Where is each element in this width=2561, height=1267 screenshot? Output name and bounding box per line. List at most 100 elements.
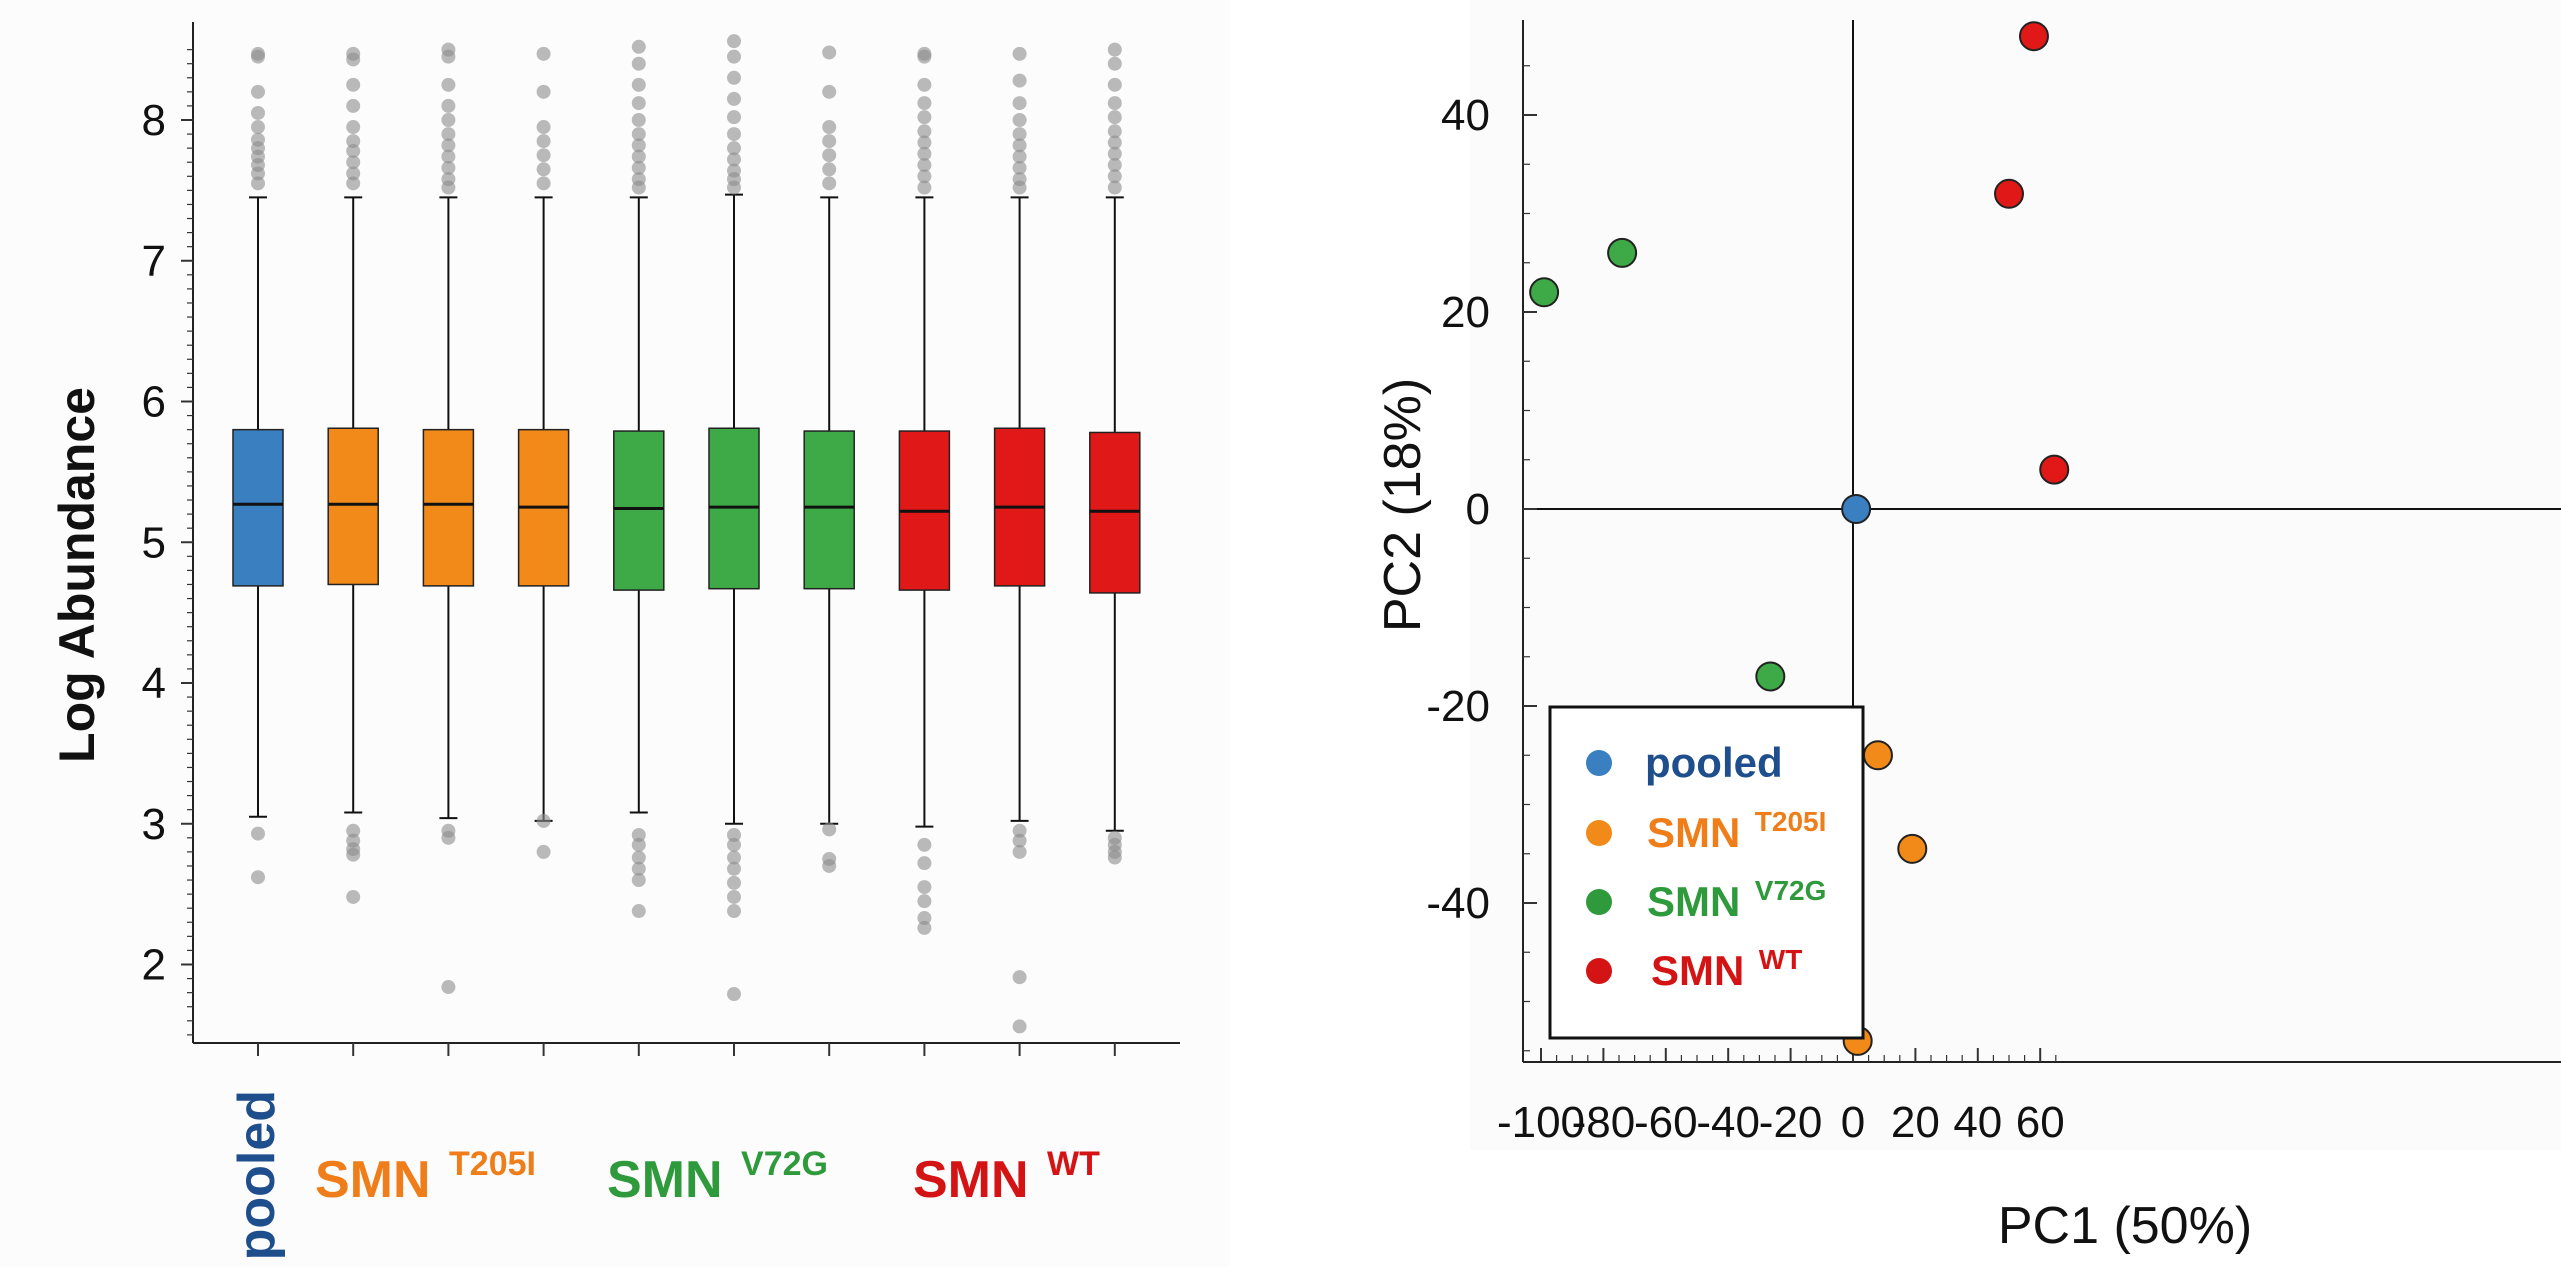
outlier-point <box>346 98 361 113</box>
legend-item-v72g: SMN V72G <box>1647 875 1826 925</box>
pca-point-wt <box>1994 178 2024 209</box>
outlier-point <box>251 826 265 841</box>
pca-point-pooled <box>1841 494 1872 524</box>
outlier-point <box>1107 146 1122 161</box>
outlier-point <box>346 120 361 135</box>
outlier-point <box>536 148 551 163</box>
outlier-point <box>822 148 837 163</box>
outlier-point <box>917 77 932 92</box>
outlier-point <box>631 160 646 175</box>
outlier-point <box>917 146 932 161</box>
box-y-tick-label: 8 <box>142 96 166 145</box>
legend-sup-wt: WT <box>1759 944 1803 975</box>
outlier-point <box>1012 172 1027 187</box>
legend-marker-pooled <box>1586 750 1612 776</box>
outlier-point <box>727 152 741 167</box>
legend-item-t205i: SMN T205I <box>1647 806 1826 856</box>
pca-x-tick-label: -80 <box>1572 1098 1636 1147</box>
outlier-point <box>441 113 456 127</box>
outlier-point <box>1107 56 1122 71</box>
outlier-point <box>822 822 837 837</box>
group-label-wt-name: SMN <box>913 1151 1029 1209</box>
group-label-wt: SMN WT <box>913 1145 1100 1209</box>
outlier-point <box>536 84 551 99</box>
outlier-point <box>251 105 265 120</box>
outlier-point <box>822 162 837 177</box>
outlier-point <box>251 84 265 99</box>
box-y-tick-label: 2 <box>142 941 166 990</box>
pca-y-axis-label: PC2 (18%) <box>1374 378 1432 632</box>
group-label-v72g: SMN V72G <box>607 1145 828 1209</box>
pca-point-v72g <box>1755 661 1786 692</box>
box-marks <box>232 34 1141 1034</box>
pca-point-v72g <box>1607 237 1638 268</box>
pca-x-tick-label: -20 <box>1759 1098 1823 1147</box>
outlier-point <box>631 873 646 888</box>
legend-label-v72g: SMN <box>1647 878 1740 925</box>
outlier-point <box>822 45 837 60</box>
outlier-point <box>917 880 932 895</box>
pca-point-t205i <box>1897 833 1928 864</box>
legend-label-t205i: SMN <box>1647 809 1740 856</box>
outlier-point <box>536 134 551 149</box>
outlier-point <box>441 77 456 92</box>
outlier-point <box>441 138 456 153</box>
box-x-ticks <box>257 1043 1116 1056</box>
outlier-point <box>536 844 551 859</box>
outlier-point <box>441 42 456 57</box>
outlier-point <box>727 904 741 919</box>
pca-point-wt <box>2018 21 2049 52</box>
box-v72g-6 <box>803 430 855 590</box>
outlier-point <box>727 70 741 85</box>
outlier-point <box>251 132 265 147</box>
outlier-point <box>346 134 361 149</box>
box-y-tick-label: 3 <box>142 800 166 849</box>
outlier-point <box>1107 850 1122 865</box>
outlier-point <box>917 911 932 926</box>
outlier-point <box>631 904 646 919</box>
pca-points <box>1529 21 2070 1056</box>
outlier-point <box>727 850 741 865</box>
outlier-point <box>1012 73 1027 88</box>
outlier-point <box>727 110 741 125</box>
outlier-point <box>1107 158 1122 173</box>
pca-x-axis-label: PC1 (50%) <box>1998 1197 2252 1255</box>
outlier-point <box>917 96 932 111</box>
pca-x-tick-label: -60 <box>1634 1098 1698 1147</box>
outlier-point <box>917 856 932 871</box>
legend-sup-v72g: V72G <box>1755 875 1827 906</box>
box-y-tick-label: 6 <box>142 378 166 427</box>
boxplot-panel-background <box>0 0 1230 1267</box>
outlier-point <box>1107 96 1122 111</box>
pca-legend: pooled SMN T205I SMN V72G SMN WT <box>1548 705 1865 1040</box>
outlier-point <box>631 138 646 153</box>
outlier-point <box>631 149 646 164</box>
outlier-point <box>727 889 741 904</box>
outlier-point <box>631 861 646 876</box>
outlier-point <box>727 127 741 142</box>
outlier-point <box>917 46 932 61</box>
outlier-point <box>1107 180 1122 195</box>
outlier-point <box>441 830 456 845</box>
outlier-point <box>536 176 551 191</box>
legend-label-pooled: pooled <box>1645 739 1783 786</box>
outlier-point <box>631 172 646 187</box>
group-label-t205i: SMN T205I <box>315 1145 536 1209</box>
pca-y-tick-label: 40 <box>1441 91 1490 140</box>
outlier-point <box>631 39 646 54</box>
outlier-point <box>727 875 741 890</box>
outlier-point <box>1012 138 1027 153</box>
box-y-ticks: 2 3 4 5 6 7 8 <box>142 49 193 1036</box>
outlier-point <box>346 823 361 838</box>
outlier-point <box>917 110 932 125</box>
legend-label-wt: SMN <box>1651 947 1744 994</box>
outlier-point <box>727 141 741 156</box>
legend-item-wt: SMN WT <box>1651 944 1802 994</box>
pca-y-tick-label: -40 <box>1426 879 1490 928</box>
pca-y-tick-label: 0 <box>1466 485 1490 534</box>
outlier-point <box>727 828 741 843</box>
pca-x-tick-label: 0 <box>1841 1098 1865 1147</box>
outlier-point <box>727 163 741 178</box>
